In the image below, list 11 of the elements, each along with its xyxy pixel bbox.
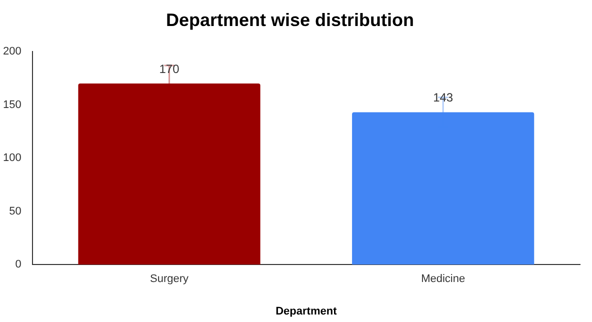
data-label: 143 <box>433 90 454 105</box>
x-tick-label: Medicine <box>421 273 466 286</box>
data-label: 170 <box>159 62 180 76</box>
y-tick-label: 50 <box>9 205 22 218</box>
y-tick-label: 0 <box>15 258 22 271</box>
x-tick-label: Surgery <box>150 273 190 286</box>
x-axis-title: Department <box>276 305 338 318</box>
y-tick-label: 100 <box>2 152 22 164</box>
y-tick-label: 150 <box>2 98 22 111</box>
chart-title: Department wise distribution <box>166 10 414 30</box>
y-tick-label: 200 <box>2 46 22 58</box>
